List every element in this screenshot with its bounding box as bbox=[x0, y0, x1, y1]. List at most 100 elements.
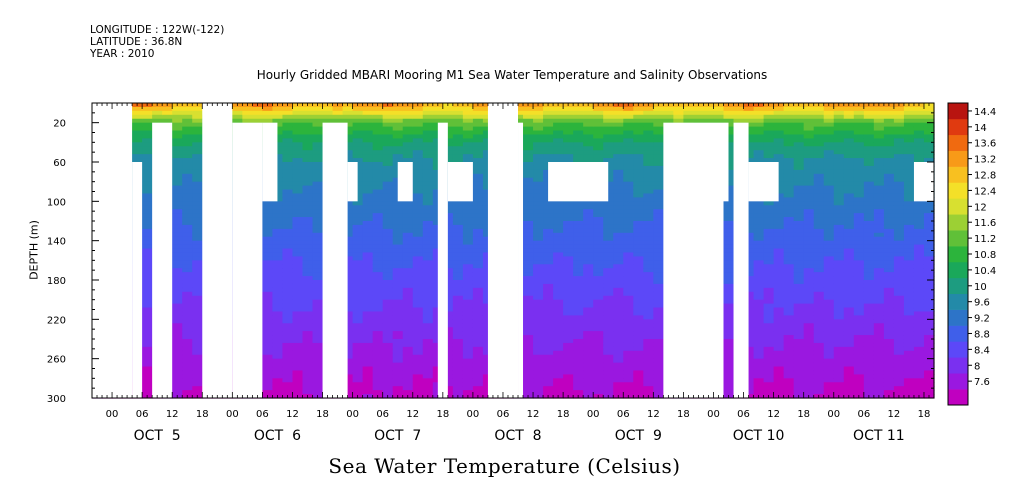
heatmap-cell bbox=[142, 319, 153, 324]
heatmap-cell bbox=[593, 346, 604, 352]
heatmap-cell bbox=[142, 110, 153, 116]
heatmap-cell bbox=[312, 280, 324, 285]
heatmap-cell bbox=[603, 390, 614, 395]
heatmap-cell bbox=[472, 209, 484, 214]
heatmap-cell bbox=[132, 110, 143, 116]
heatmap-cell bbox=[553, 150, 564, 155]
heatmap-cell bbox=[593, 307, 604, 313]
heatmap-cell bbox=[152, 118, 163, 124]
heatmap-cell bbox=[593, 280, 604, 285]
heatmap-cell bbox=[272, 138, 284, 143]
heatmap-cell bbox=[262, 370, 274, 375]
heatmap-cell bbox=[653, 315, 664, 320]
heatmap-cell bbox=[402, 358, 414, 364]
heatmap-cell bbox=[442, 126, 454, 132]
heatmap-cell bbox=[553, 201, 564, 206]
heatmap-cell bbox=[533, 169, 544, 175]
heatmap-cell bbox=[372, 264, 384, 269]
heatmap-cell bbox=[262, 260, 274, 265]
heatmap-cell bbox=[442, 114, 454, 120]
heatmap-cell bbox=[292, 264, 304, 269]
heatmap-cell bbox=[172, 315, 183, 320]
heatmap-cell bbox=[422, 114, 434, 120]
heatmap-cell bbox=[543, 134, 554, 139]
heatmap-cell bbox=[302, 232, 314, 238]
heatmap-cell bbox=[573, 386, 584, 391]
heatmap-cell bbox=[372, 185, 384, 191]
heatmap-cell bbox=[372, 150, 384, 155]
heatmap-cell bbox=[472, 221, 484, 226]
heatmap-cell bbox=[603, 386, 614, 391]
heatmap-cell bbox=[623, 386, 634, 391]
heatmap-cell bbox=[723, 110, 735, 116]
heatmap-cell bbox=[422, 264, 434, 269]
heatmap-cell bbox=[623, 264, 634, 269]
heatmap-cell bbox=[192, 354, 203, 360]
heatmap-cell bbox=[282, 315, 294, 320]
heatmap-cell bbox=[302, 260, 314, 265]
heatmap-cell bbox=[402, 331, 414, 336]
heatmap-cell bbox=[633, 272, 644, 277]
heatmap-cell bbox=[192, 158, 203, 163]
heatmap-cell bbox=[362, 158, 374, 163]
heatmap-cell bbox=[372, 240, 384, 246]
heatmap-cell bbox=[292, 287, 304, 293]
heatmap-cell bbox=[743, 142, 755, 147]
heatmap-cell bbox=[613, 217, 624, 222]
heatmap-cell bbox=[553, 142, 564, 147]
heatmap-cell bbox=[613, 106, 624, 112]
heatmap-cell bbox=[192, 236, 203, 242]
heatmap-cell bbox=[372, 346, 384, 352]
heatmap-cell bbox=[392, 291, 404, 297]
heatmap-cell bbox=[603, 382, 614, 387]
heatmap-cell bbox=[132, 122, 143, 128]
heatmap-cell bbox=[182, 256, 193, 261]
heatmap-cell bbox=[292, 224, 304, 230]
heatmap-cell bbox=[533, 350, 544, 356]
heatmap-cell bbox=[523, 244, 534, 250]
heatmap-cell bbox=[523, 169, 534, 175]
heatmap-cell bbox=[623, 162, 634, 167]
heatmap-cell bbox=[422, 342, 434, 348]
heatmap-cell bbox=[392, 224, 404, 230]
heatmap-cell bbox=[272, 181, 284, 187]
heatmap-cell bbox=[362, 354, 374, 360]
heatmap-cell bbox=[412, 213, 424, 218]
heatmap-cell bbox=[442, 303, 454, 309]
heatmap-cell bbox=[643, 280, 654, 285]
heatmap-cell bbox=[442, 150, 454, 155]
heatmap-cell bbox=[302, 110, 314, 116]
heatmap-cell bbox=[282, 350, 294, 356]
heatmap-cell bbox=[262, 110, 274, 116]
heatmap-cell bbox=[523, 134, 534, 139]
heatmap-cell bbox=[462, 205, 474, 210]
heatmap-cell bbox=[282, 228, 294, 234]
heatmap-cell bbox=[372, 272, 384, 277]
heatmap-cell bbox=[372, 193, 384, 198]
heatmap-cell bbox=[262, 248, 274, 254]
heatmap-cell bbox=[282, 209, 294, 214]
heatmap-cell bbox=[382, 114, 394, 120]
heatmap-cell bbox=[533, 181, 544, 187]
heatmap-cell bbox=[623, 248, 634, 254]
heatmap-cell bbox=[543, 209, 554, 214]
heatmap-cell bbox=[472, 134, 484, 139]
heatmap-cell bbox=[753, 201, 765, 206]
heatmap-cell bbox=[723, 150, 735, 155]
heatmap-cell bbox=[262, 244, 274, 250]
heatmap-cell bbox=[633, 224, 644, 230]
heatmap-cell bbox=[513, 114, 524, 120]
heatmap-cell bbox=[472, 354, 484, 360]
heatmap-cell bbox=[573, 335, 584, 340]
heatmap-cell bbox=[543, 280, 554, 285]
heatmap-cell bbox=[302, 283, 314, 289]
heatmap-cell bbox=[442, 248, 454, 254]
heatmap-cell bbox=[563, 134, 574, 139]
heatmap-cell bbox=[573, 378, 584, 383]
heatmap-cell bbox=[182, 374, 193, 379]
heatmap-cell bbox=[142, 162, 153, 167]
heatmap-cell bbox=[402, 106, 414, 112]
heatmap-cell bbox=[462, 319, 474, 324]
heatmap-cell bbox=[523, 315, 534, 320]
heatmap-cell bbox=[412, 335, 424, 340]
